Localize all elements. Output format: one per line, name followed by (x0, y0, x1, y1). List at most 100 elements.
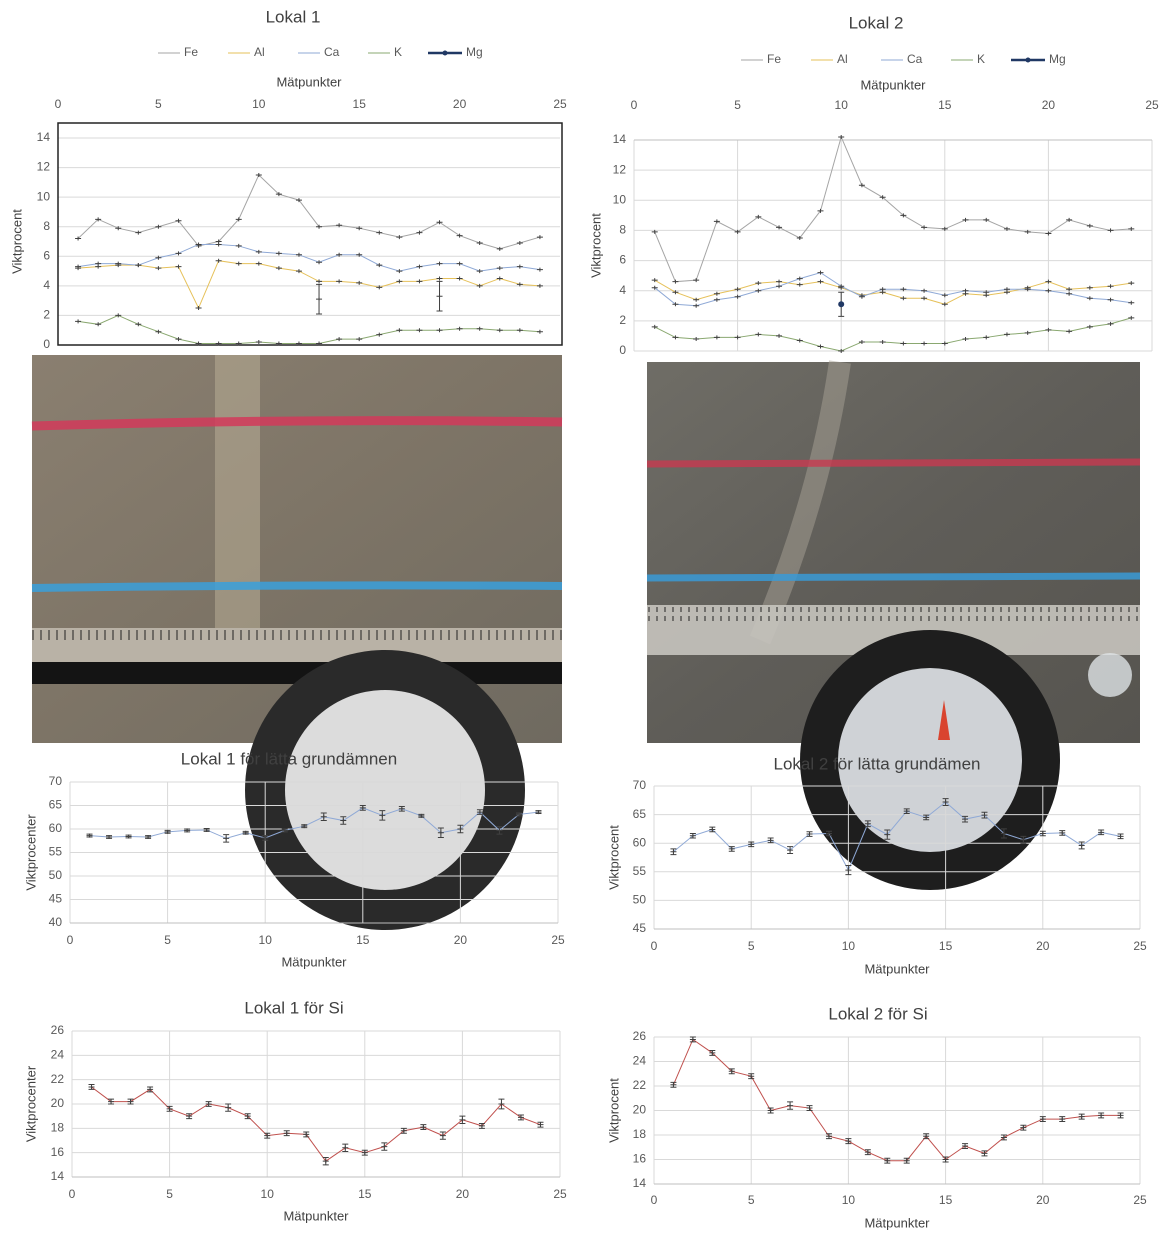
x-tick-label: 20 (1036, 1193, 1050, 1207)
data-point (536, 235, 543, 240)
data-point (496, 266, 503, 271)
data-point (316, 279, 323, 284)
data-point (693, 303, 700, 308)
data-point (1020, 837, 1027, 842)
data-point (283, 1131, 290, 1136)
chart-title: Lokal 2 för Si (828, 1004, 927, 1023)
data-point (223, 836, 230, 841)
data-point (776, 279, 783, 284)
data-point (651, 278, 658, 283)
x-tick-label: 25 (551, 933, 565, 947)
y-tick-label: 14 (51, 1169, 65, 1183)
y-tick-label: 45 (49, 892, 63, 906)
data-point (806, 1106, 813, 1111)
data-point (175, 251, 182, 256)
x-tick-label: 5 (164, 933, 171, 947)
x-tick-label: 20 (1036, 939, 1050, 953)
data-point (476, 283, 483, 288)
data-point (164, 829, 171, 834)
data-point (776, 333, 783, 338)
x-axis-label: Mätpunkter (860, 77, 926, 92)
chart: Lokal 2 för lätta grundämen 45 50 55 60 65 70 0… (606, 754, 1147, 976)
data-point (1000, 831, 1007, 836)
x-tick-label: 15 (939, 939, 953, 953)
data-point (175, 264, 182, 269)
y-tick-label: 10 (37, 189, 51, 203)
data-point (376, 263, 383, 268)
series-line (78, 243, 540, 272)
data-point (205, 1102, 212, 1106)
data-point (1107, 228, 1114, 233)
legend-label: Ca (907, 52, 923, 66)
data-point (496, 276, 503, 281)
data-point (195, 341, 202, 346)
data-point (1128, 300, 1135, 305)
x-tick-label: 10 (835, 98, 849, 112)
x-axis-label: Mätpunkter (283, 1208, 349, 1223)
y-tick-label: 20 (51, 1096, 65, 1110)
chart-title: Lokal 2 för lätta grundämen (774, 754, 981, 773)
chart: Lokal 2 0 2 4 6 8 10 12 14 0 5 10 15 20 25 Mätpunkter Vi… (588, 13, 1159, 357)
x-tick-label: 25 (1133, 1193, 1147, 1207)
data-point (693, 297, 700, 302)
data-point (316, 224, 323, 229)
data-point (1024, 229, 1031, 234)
chart: Lokal 1 för Si 14 16 18 20 22 24 26 0 5 10 15 20 25 Mä… (23, 998, 567, 1223)
data-point (376, 285, 383, 290)
data-point (235, 217, 242, 222)
x-tick-label: 20 (456, 1187, 470, 1201)
data-point (536, 329, 543, 334)
data-point (923, 1134, 930, 1139)
data-point (962, 288, 969, 293)
data-point (322, 1159, 329, 1164)
x-tick-label: 15 (356, 933, 370, 947)
data-point (517, 1115, 524, 1120)
data-point (941, 226, 948, 231)
legend-label: Fe (767, 52, 781, 66)
y-tick-label: 24 (51, 1048, 65, 1062)
data-point (476, 240, 483, 245)
data-point (672, 290, 679, 295)
data-point (75, 319, 82, 324)
data-point (340, 818, 347, 823)
y-tick-label: 12 (37, 160, 51, 174)
data-point (115, 313, 122, 318)
data-point (155, 266, 162, 271)
x-tick-label: 15 (939, 1193, 953, 1207)
data-point (295, 252, 302, 257)
x-tick-label: 10 (252, 97, 266, 111)
x-axis-label: Mätpunkter (276, 74, 342, 89)
data-point (962, 217, 969, 222)
x-axis-label: Mätpunkter (864, 961, 930, 976)
data-point (359, 805, 366, 810)
y-tick-label: 0 (619, 343, 626, 357)
data-point (734, 287, 741, 292)
data-point (255, 172, 262, 177)
data-point (316, 297, 323, 302)
data-point (1066, 291, 1073, 296)
data-point (536, 267, 543, 272)
data-point (186, 1114, 193, 1119)
data-point (456, 233, 463, 238)
data-point (456, 261, 463, 266)
data-point (95, 322, 102, 327)
data-point (535, 810, 542, 815)
x-tick-label: 0 (67, 933, 74, 947)
data-point (1020, 1125, 1027, 1130)
data-point (825, 831, 832, 836)
data-point (496, 828, 503, 833)
data-point (478, 1123, 485, 1128)
data-point (342, 1145, 349, 1150)
x-tick-label: 25 (1133, 939, 1147, 953)
data-point (336, 223, 343, 228)
data-point (125, 834, 132, 839)
data-point (516, 282, 523, 287)
y-tick-label: 65 (49, 798, 63, 812)
data-point (900, 341, 907, 346)
data-point (436, 294, 443, 299)
data-point (155, 255, 162, 260)
data-point (1045, 279, 1052, 284)
data-point (135, 263, 142, 268)
